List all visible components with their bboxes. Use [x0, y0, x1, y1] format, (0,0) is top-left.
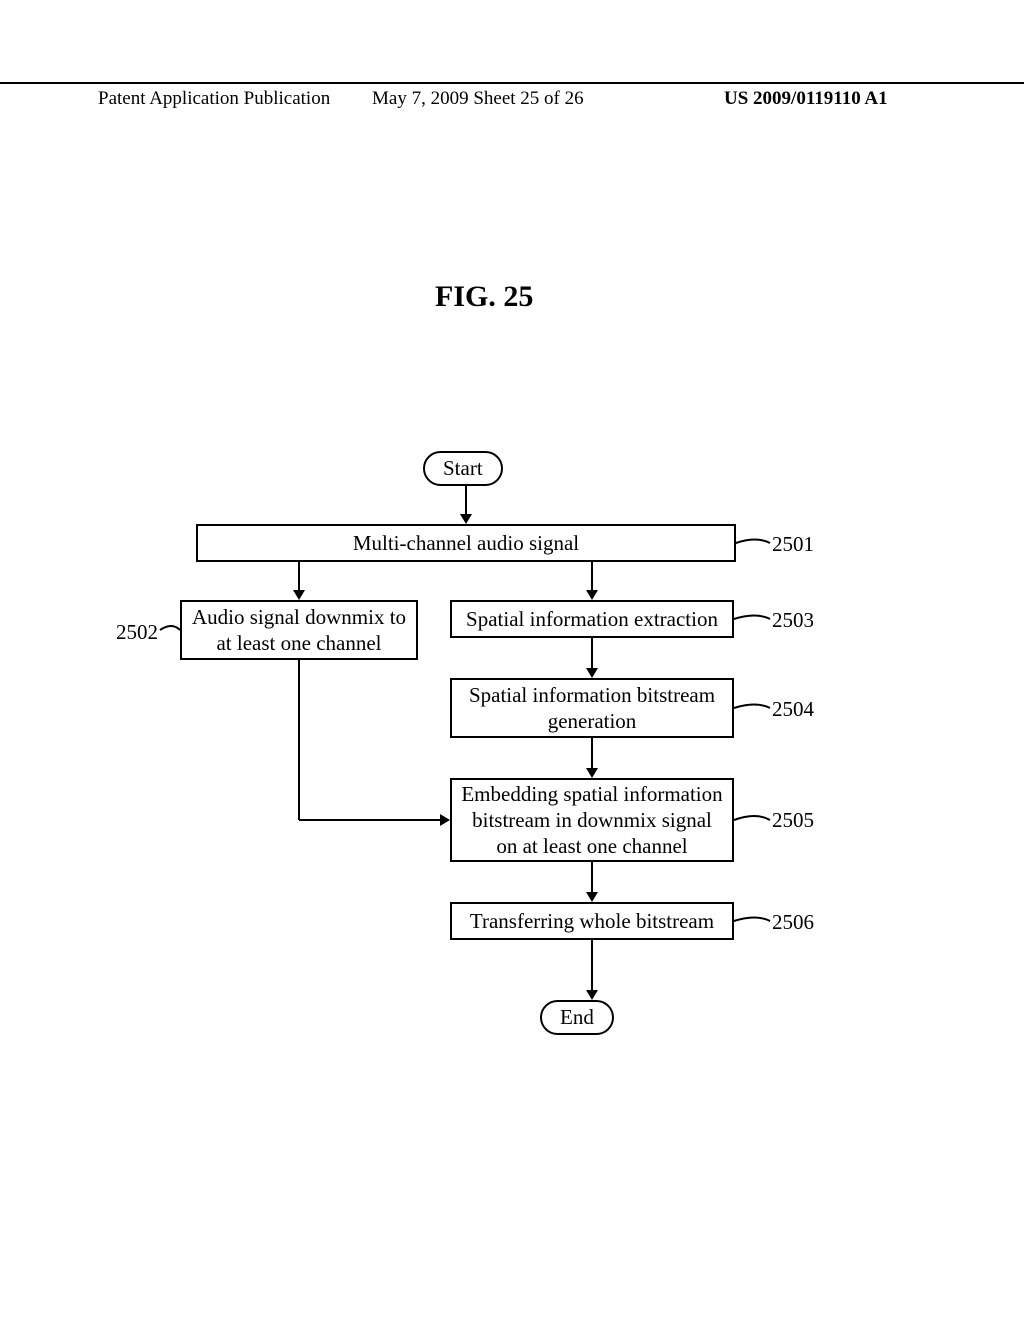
- terminal-start: Start: [423, 451, 503, 486]
- box-2501: Multi-channel audio signal: [196, 524, 736, 562]
- box-2504: Spatial information bitstream generation: [450, 678, 734, 738]
- terminal-end: End: [540, 1000, 614, 1035]
- label-2501: 2501: [772, 532, 814, 557]
- figure-title: FIG. 25: [435, 280, 533, 314]
- label-2502: 2502: [116, 620, 158, 645]
- label-2503: 2503: [772, 608, 814, 633]
- label-2506: 2506: [772, 910, 814, 935]
- header-center: May 7, 2009 Sheet 25 of 26: [372, 88, 584, 110]
- box-2502: Audio signal downmix to at least one cha…: [180, 600, 418, 660]
- box-2506: Transferring whole bitstream: [450, 902, 734, 940]
- label-2505: 2505: [772, 808, 814, 833]
- header-rule: [0, 82, 1024, 84]
- box-2505: Embedding spatial information bitstream …: [450, 778, 734, 862]
- header-left: Patent Application Publication: [98, 88, 330, 110]
- label-2504: 2504: [772, 697, 814, 722]
- connectors-svg: [0, 0, 1024, 1320]
- header-right: US 2009/0119110 A1: [724, 88, 888, 110]
- box-2503: Spatial information extraction: [450, 600, 734, 638]
